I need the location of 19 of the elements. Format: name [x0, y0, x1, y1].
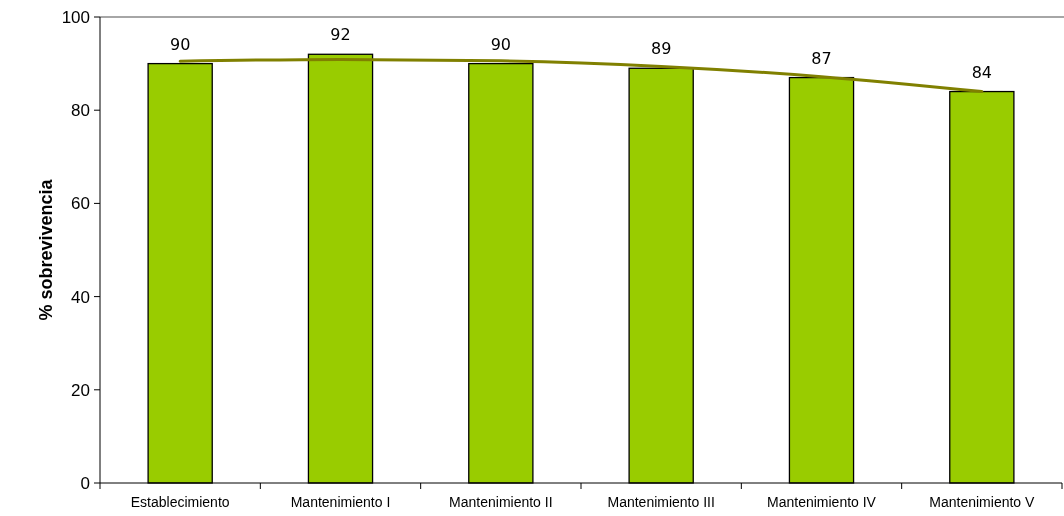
y-tick-label: 0: [80, 473, 90, 493]
x-tick-label: Mantenimiento II: [449, 494, 553, 510]
y-tick-label: 100: [61, 7, 90, 27]
x-tick-label: Establecimiento: [130, 494, 230, 510]
y-tick-label: 20: [71, 380, 90, 400]
y-axis-title: % sobrevivencia: [36, 178, 56, 321]
x-tick-label: Mantenimiento I: [290, 494, 391, 510]
x-tick-label: Mantenimiento IV: [767, 494, 877, 510]
x-tick-label: Mantenimiento III: [607, 494, 715, 510]
data-label: 92: [330, 25, 351, 45]
data-label: 90: [169, 34, 191, 54]
y-tick-label: 60: [71, 194, 90, 214]
data-label: 84: [971, 62, 993, 82]
x-tick-label: Mantenimiento V: [929, 494, 1036, 510]
data-label: 87: [811, 48, 832, 68]
data-label: 89: [650, 39, 672, 59]
y-tick-label: 40: [71, 287, 90, 307]
y-tick-label: 80: [71, 101, 90, 121]
data-label: 90: [490, 34, 512, 54]
